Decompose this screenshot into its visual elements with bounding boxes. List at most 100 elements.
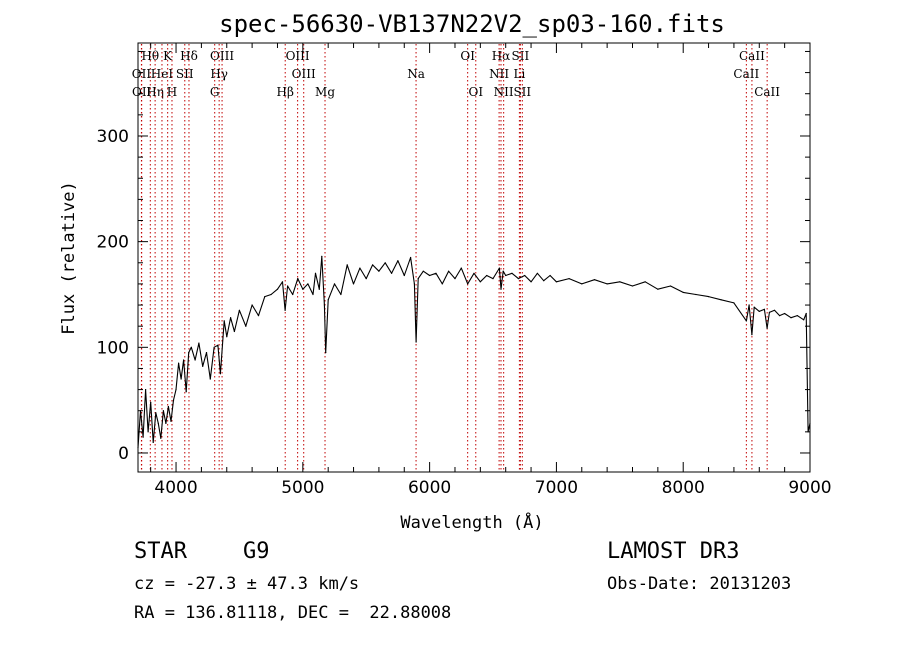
spectral-line-label: OI: [468, 85, 483, 99]
spectral-line-label: OIII: [210, 49, 234, 63]
y-tick-label: 300: [97, 127, 129, 147]
spectral-line-label: H: [167, 85, 177, 99]
spectrum-point: [763, 308, 766, 310]
spectrum-point: [145, 389, 147, 391]
spectral-line-label: NII: [494, 85, 514, 99]
spectrum-point: [172, 399, 175, 401]
spectrum-point: [325, 352, 327, 354]
spectrum-point: [340, 293, 342, 296]
spectrum-point: [223, 320, 225, 322]
spectrum-point: [188, 352, 190, 354]
spectrum-point: [378, 270, 380, 272]
spectral-line-label: CaII: [733, 67, 759, 81]
spectrum-point: [175, 389, 177, 391]
spectrum-point: [194, 359, 196, 361]
spectrum-point: [238, 309, 240, 311]
spectrum-point: [773, 309, 776, 311]
spectrum-point: [217, 344, 219, 346]
spectrum-point: [502, 270, 504, 272]
spectrum-point: [505, 274, 507, 277]
spectrum-point: [307, 283, 309, 285]
spectrum-point: [790, 317, 792, 319]
spectral-line-label: OII: [132, 67, 152, 81]
spectrum-point: [581, 283, 583, 285]
spectrum-point: [751, 334, 753, 336]
x-axis-label: Wavelength (Å): [400, 511, 543, 533]
spectrum-point: [733, 302, 735, 304]
spectrum-point: [511, 272, 513, 274]
spectrum-point: [543, 280, 545, 282]
spectrum-point: [779, 315, 781, 317]
spectrum-point: [245, 325, 247, 327]
spectrum-point: [257, 315, 260, 317]
spectrum-point: [549, 274, 551, 277]
object-class: STAR: [134, 539, 187, 564]
spectrum-point: [142, 436, 144, 438]
spectrum-point: [167, 405, 169, 408]
spectrum-point: [180, 378, 182, 380]
spectrum-point: [183, 359, 185, 361]
spectrum-point: [150, 401, 152, 403]
y-tick-label: 100: [97, 338, 129, 358]
x-tick-label: 9000: [788, 478, 831, 498]
x-tick-label: 7000: [535, 478, 578, 498]
spectral-line-label: G: [210, 85, 220, 99]
spectrum-point: [486, 274, 488, 277]
spectrum-point: [391, 272, 393, 274]
spectrum-point: [695, 293, 697, 296]
spectrum-point: [682, 291, 684, 293]
spectrum-point: [276, 288, 279, 290]
spectrum-point: [441, 283, 443, 285]
spectrum-point: [422, 270, 424, 272]
spectrum-point: [312, 293, 314, 296]
spectral-line-label: SII: [513, 85, 531, 99]
redshift-readout: cz = -27.3 ± 47.3 km/s: [134, 574, 360, 594]
spectrum-point: [413, 283, 415, 285]
spectrum-point: [403, 274, 405, 277]
spectrum-point: [568, 278, 570, 280]
spectrum-point: [170, 420, 172, 422]
spectrum-point: [410, 256, 412, 259]
spectrum-point: [152, 441, 154, 443]
spectrum-point: [287, 285, 289, 287]
spectrum-point: [213, 346, 215, 348]
spectrum-point: [318, 288, 320, 290]
spectrum-point: [467, 283, 469, 285]
spectrum-point: [448, 270, 450, 272]
observation-date: Obs-Date: 20131203: [607, 574, 792, 594]
spectrum-point: [415, 341, 417, 343]
spectrum-point: [766, 327, 768, 329]
spectrum-point: [147, 431, 149, 433]
spectrum-point: [454, 278, 456, 280]
spectrum-point: [530, 281, 532, 283]
spectrum-point: [805, 312, 807, 315]
spectrum-point: [226, 336, 228, 338]
spectral-line-label: NII: [489, 67, 509, 81]
spectral-line-label: Na: [407, 67, 425, 81]
spectrum-point: [417, 278, 419, 280]
spectrum-point: [302, 288, 304, 290]
spectrum-point: [460, 267, 462, 269]
spectrum-point: [165, 422, 167, 424]
spectrum-point: [657, 288, 659, 290]
spectrum-point: [162, 410, 164, 412]
spectrum-point: [209, 378, 211, 380]
spectrum-point: [745, 320, 748, 322]
spectrum-point: [429, 274, 431, 277]
spectrum-point: [270, 293, 272, 296]
spectral-line-label: CaII: [754, 85, 780, 99]
spectral-line-label: Hγ: [210, 67, 228, 81]
spectrum-series: [137, 255, 811, 449]
spectrum-point: [202, 365, 204, 367]
spectral-line-label: Mg: [315, 85, 335, 99]
spectral-line-label: Hα: [492, 49, 511, 63]
spectrum-point: [435, 272, 437, 274]
spectrum-point: [669, 285, 672, 287]
spectral-line-label: OII: [132, 85, 152, 99]
survey-name: LAMOST DR3: [607, 539, 740, 564]
spectrum-point: [517, 278, 520, 280]
spectral-line-label: SII: [512, 49, 530, 63]
spectral-line-label: OIII: [286, 49, 310, 63]
spectrum-point: [314, 272, 317, 274]
